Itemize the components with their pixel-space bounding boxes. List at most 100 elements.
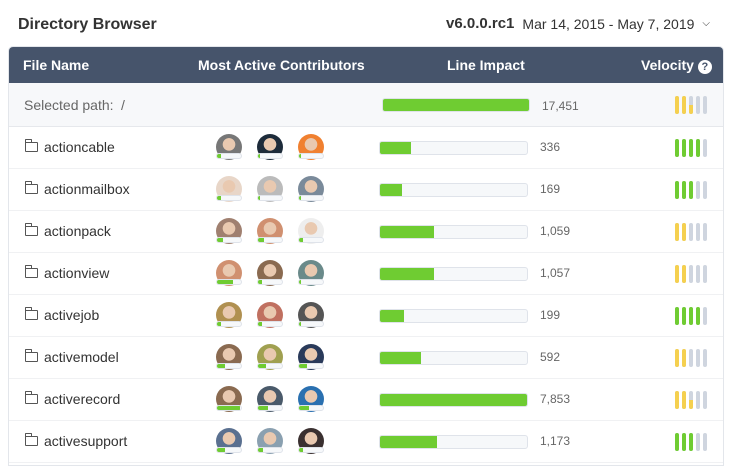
contributor-avatar[interactable] — [298, 218, 324, 244]
folder-icon — [25, 181, 38, 194]
column-file-name[interactable]: File Name — [23, 57, 90, 73]
contributor-avatar[interactable] — [257, 134, 283, 160]
column-contributors[interactable]: Most Active Contributors — [198, 57, 365, 73]
velocity-segment — [703, 391, 707, 409]
contributor-avatar[interactable] — [298, 386, 324, 412]
velocity-segment — [696, 433, 700, 451]
contributor-avatar[interactable] — [216, 302, 242, 328]
contributor-avatar[interactable] — [257, 386, 283, 412]
contributor-avatar[interactable] — [298, 260, 324, 286]
contributor-share-bar — [216, 153, 242, 159]
contributor-avatar[interactable] — [257, 428, 283, 454]
folder-icon — [25, 307, 38, 320]
contributor-avatar[interactable] — [298, 134, 324, 160]
contributor-avatar[interactable] — [216, 134, 242, 160]
contributor-avatar[interactable] — [216, 344, 242, 370]
impact-bar — [379, 435, 528, 449]
folder-link[interactable]: actionpack — [25, 223, 111, 239]
contributor-avatar[interactable] — [257, 344, 283, 370]
velocity-segment — [689, 96, 693, 114]
folder-icon — [25, 349, 38, 362]
contributor-avatar[interactable] — [216, 386, 242, 412]
contributor-avatar[interactable] — [298, 344, 324, 370]
chevron-down-icon: ⌵ — [702, 18, 710, 29]
velocity-segment — [703, 265, 707, 283]
contributor-avatar[interactable] — [298, 428, 324, 454]
folder-icon — [25, 433, 38, 446]
velocity-segment — [682, 181, 686, 199]
table-row[interactable]: actionmailbox 169 — [9, 169, 723, 211]
folder-icon — [25, 265, 38, 278]
contributor-share-bar — [216, 321, 242, 327]
folder-link[interactable]: activerecord — [25, 391, 120, 407]
velocity-segment — [682, 139, 686, 157]
velocity-segment — [682, 349, 686, 367]
date-range-selector[interactable]: v6.0.0.rc1 Mar 14, 2015 - May 7, 2019 ⌵ — [446, 15, 710, 32]
impact-value: 592 — [540, 350, 561, 364]
help-icon[interactable]: ? — [697, 60, 712, 74]
velocity-segment — [689, 265, 693, 283]
table-row[interactable]: activerecord 7,853 — [9, 379, 723, 421]
folder-name: activerecord — [44, 391, 121, 407]
velocity-segment — [682, 223, 686, 241]
velocity-segment — [703, 223, 707, 241]
velocity-segment — [689, 349, 693, 367]
contributor-share-bar — [298, 363, 324, 369]
contributor-share-bar — [257, 363, 283, 369]
velocity-segment — [675, 307, 679, 325]
velocity-meter — [675, 139, 707, 157]
contributor-share-bar — [257, 153, 283, 159]
folder-link[interactable]: actionview — [25, 265, 109, 281]
folder-link[interactable]: actioncable — [25, 139, 115, 155]
velocity-segment — [675, 433, 679, 451]
velocity-segment — [703, 181, 707, 199]
contributor-avatar[interactable] — [216, 176, 242, 202]
selected-path-label: Selected path: — [24, 97, 114, 113]
velocity-segment — [696, 349, 700, 367]
folder-link[interactable]: actionmailbox — [25, 181, 130, 197]
table-row[interactable]: actioncable 336 — [9, 127, 723, 169]
folder-link[interactable]: activesupport — [25, 433, 127, 449]
contributor-avatar[interactable] — [257, 302, 283, 328]
contributor-avatar[interactable] — [216, 260, 242, 286]
page-title: Directory Browser — [18, 16, 157, 33]
table-row[interactable]: activemodel 592 — [9, 337, 723, 379]
folder-name: actioncable — [44, 139, 115, 155]
column-velocity[interactable]: Velocity? — [641, 57, 712, 74]
velocity-segment — [675, 96, 679, 114]
contributor-share-bar — [216, 237, 242, 243]
velocity-segment — [689, 307, 693, 325]
contributor-avatar[interactable] — [216, 218, 242, 244]
contributor-share-bar — [298, 153, 324, 159]
folder-link[interactable]: activemodel — [25, 349, 119, 365]
contributor-avatar[interactable] — [298, 176, 324, 202]
velocity-meter — [675, 391, 707, 409]
table-row[interactable]: activejob 199 — [9, 295, 723, 337]
table-row[interactable]: actionpack 1,059 — [9, 211, 723, 253]
velocity-segment — [703, 96, 707, 114]
column-line-impact[interactable]: Line Impact — [447, 57, 525, 73]
velocity-segment — [682, 391, 686, 409]
velocity-meter — [675, 307, 707, 325]
contributor-avatar[interactable] — [298, 302, 324, 328]
contributor-share-bar — [298, 321, 324, 327]
table-row[interactable]: activesupport 1,173 — [9, 421, 723, 463]
selected-path: / — [121, 97, 125, 113]
table-row[interactable]: actionview 1,057 — [9, 253, 723, 295]
contributor-avatar[interactable] — [257, 260, 283, 286]
contributor-avatar[interactable] — [257, 218, 283, 244]
impact-value: 169 — [540, 182, 561, 196]
velocity-segment — [703, 349, 707, 367]
folder-link[interactable]: activejob — [25, 307, 99, 323]
impact-bar — [379, 393, 528, 407]
contributor-avatar[interactable] — [257, 176, 283, 202]
contributor-avatar[interactable] — [216, 428, 242, 454]
velocity-segment — [675, 223, 679, 241]
velocity-meter — [675, 433, 707, 451]
impact-value: 7,853 — [540, 392, 571, 406]
impact-bar — [379, 309, 528, 323]
velocity-segment — [689, 223, 693, 241]
folder-icon — [25, 391, 38, 404]
velocity-meter — [675, 96, 707, 114]
contributor-share-bar — [216, 447, 242, 453]
